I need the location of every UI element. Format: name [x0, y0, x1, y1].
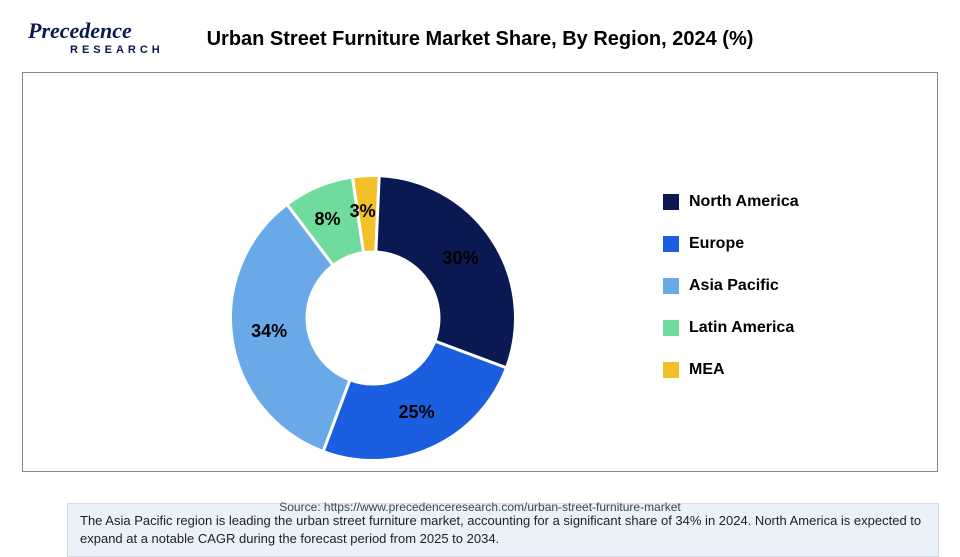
legend-swatch: [663, 236, 679, 252]
legend-swatch: [663, 362, 679, 378]
legend-label: MEA: [689, 361, 725, 379]
legend-swatch: [663, 194, 679, 210]
legend-label: Asia Pacific: [689, 277, 779, 295]
legend: North America Europe Asia Pacific Latin Ame…: [663, 193, 923, 403]
chart-frame: 3% 30% 25% 34% 8% North America Europe Asia Pa…: [22, 72, 938, 472]
caption-text: The Asia Pacific region is leading the u…: [80, 513, 921, 546]
legend-swatch: [663, 278, 679, 294]
slice-label-north-america: 30%: [443, 248, 479, 269]
legend-item-asia-pacific: Asia Pacific: [663, 277, 923, 295]
legend-item-north-america: North America: [663, 193, 923, 211]
slice-label-latin-america: 8%: [314, 209, 340, 230]
legend-label: Europe: [689, 235, 744, 253]
slice-label-europe: 25%: [399, 402, 435, 423]
slice-label-asia-pacific: 34%: [251, 321, 287, 342]
legend-item-latin-america: Latin America: [663, 319, 923, 337]
chart-title: Urban Street Furniture Market Share, By …: [0, 28, 960, 51]
donut-chart: 3% 30% 25% 34% 8%: [223, 168, 523, 468]
slice-label-mea: 3%: [350, 201, 376, 222]
source-text: Source: https://www.precedenceresearch.c…: [0, 500, 960, 514]
legend-item-mea: MEA: [663, 361, 923, 379]
legend-label: North America: [689, 193, 799, 211]
legend-label: Latin America: [689, 319, 794, 337]
legend-item-europe: Europe: [663, 235, 923, 253]
legend-swatch: [663, 320, 679, 336]
